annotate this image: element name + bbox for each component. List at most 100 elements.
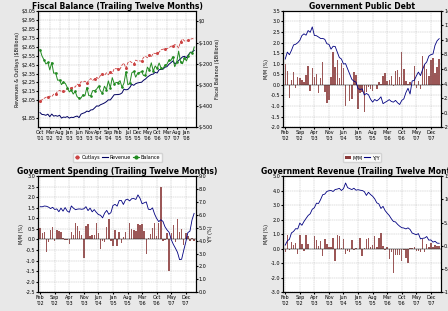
- Title: Government Public Debt: Government Public Debt: [309, 2, 415, 11]
- Bar: [311, 68, 313, 85]
- Bar: [66, 239, 68, 240]
- Bar: [416, 249, 417, 250]
- Bar: [401, 249, 402, 261]
- Bar: [387, 247, 388, 249]
- Bar: [393, 249, 394, 273]
- Bar: [87, 224, 89, 239]
- Bar: [306, 75, 307, 85]
- Balance: [131, 69, 137, 73]
- Bar: [376, 85, 378, 89]
- Bar: [366, 239, 367, 249]
- Bar: [125, 232, 126, 239]
- Bar: [303, 249, 305, 251]
- Bar: [376, 247, 378, 249]
- Bar: [77, 226, 78, 239]
- Bar: [146, 239, 147, 254]
- Bar: [73, 234, 74, 239]
- Balance: [37, 48, 43, 51]
- Bar: [393, 85, 394, 86]
- Bar: [287, 235, 288, 249]
- Bar: [387, 81, 388, 85]
- Bar: [382, 76, 384, 85]
- Bar: [370, 85, 371, 89]
- Bar: [399, 249, 401, 255]
- Bar: [374, 236, 375, 249]
- Outlays: [143, 54, 148, 58]
- Bar: [150, 234, 151, 239]
- Bar: [328, 85, 330, 100]
- Bar: [168, 239, 170, 271]
- Bar: [297, 77, 298, 85]
- Bar: [94, 235, 95, 239]
- Bar: [426, 69, 427, 85]
- Bar: [118, 232, 120, 239]
- Bar: [428, 76, 430, 85]
- Bar: [56, 230, 57, 239]
- Bar: [403, 69, 405, 85]
- Bar: [316, 240, 317, 249]
- Bar: [100, 239, 101, 249]
- Bar: [391, 249, 392, 252]
- Bar: [301, 80, 302, 85]
- Revenue: [139, 80, 144, 84]
- Line: Balance: Balance: [39, 46, 195, 99]
- Bar: [349, 85, 350, 101]
- Bar: [432, 58, 434, 85]
- Bar: [137, 224, 139, 239]
- Revenue: [67, 116, 72, 120]
- Bar: [384, 249, 386, 250]
- Bar: [345, 249, 346, 254]
- Revenue: [133, 82, 138, 86]
- Bar: [191, 238, 193, 239]
- Bar: [143, 230, 145, 239]
- Bar: [362, 85, 363, 92]
- Bar: [324, 239, 326, 249]
- Bar: [388, 249, 390, 259]
- Bar: [98, 233, 99, 239]
- Bar: [121, 239, 122, 243]
- Bar: [345, 85, 346, 106]
- Outlays: [174, 44, 179, 47]
- Bar: [171, 233, 172, 239]
- Bar: [156, 236, 157, 239]
- Bar: [322, 62, 323, 85]
- Bar: [422, 56, 423, 85]
- Bar: [388, 80, 390, 85]
- Balance: [176, 49, 181, 53]
- Outlays: [106, 73, 111, 77]
- Outlays: [37, 99, 43, 103]
- Bar: [368, 238, 369, 249]
- Y-axis label: Revenues & Outlays ($Billions): Revenues & Outlays ($Billions): [15, 31, 20, 107]
- Bar: [194, 239, 195, 241]
- Bar: [95, 223, 97, 239]
- Bar: [287, 71, 288, 85]
- Bar: [307, 66, 309, 85]
- Bar: [75, 223, 76, 239]
- Bar: [397, 249, 398, 255]
- Bar: [62, 238, 64, 239]
- Bar: [187, 236, 189, 239]
- Balance: [145, 65, 150, 69]
- Bar: [158, 223, 159, 239]
- Bar: [411, 85, 413, 86]
- Bar: [320, 78, 321, 85]
- Title: Government Revenue (Trailing Twelve Months): Government Revenue (Trailing Twelve Mont…: [261, 167, 448, 176]
- Bar: [395, 71, 396, 85]
- Bar: [123, 237, 124, 239]
- Revenue: [131, 83, 137, 87]
- Bar: [43, 232, 45, 239]
- Bar: [407, 249, 409, 263]
- Bar: [428, 247, 430, 249]
- Bar: [39, 228, 41, 239]
- Bar: [326, 85, 327, 103]
- Bar: [166, 233, 168, 239]
- Bar: [343, 239, 344, 249]
- Bar: [407, 84, 409, 85]
- Bar: [378, 82, 379, 85]
- Revenue: [37, 111, 43, 114]
- Bar: [320, 241, 321, 249]
- Bar: [349, 249, 350, 252]
- Bar: [307, 244, 309, 249]
- Bar: [359, 85, 361, 93]
- Bar: [414, 67, 415, 85]
